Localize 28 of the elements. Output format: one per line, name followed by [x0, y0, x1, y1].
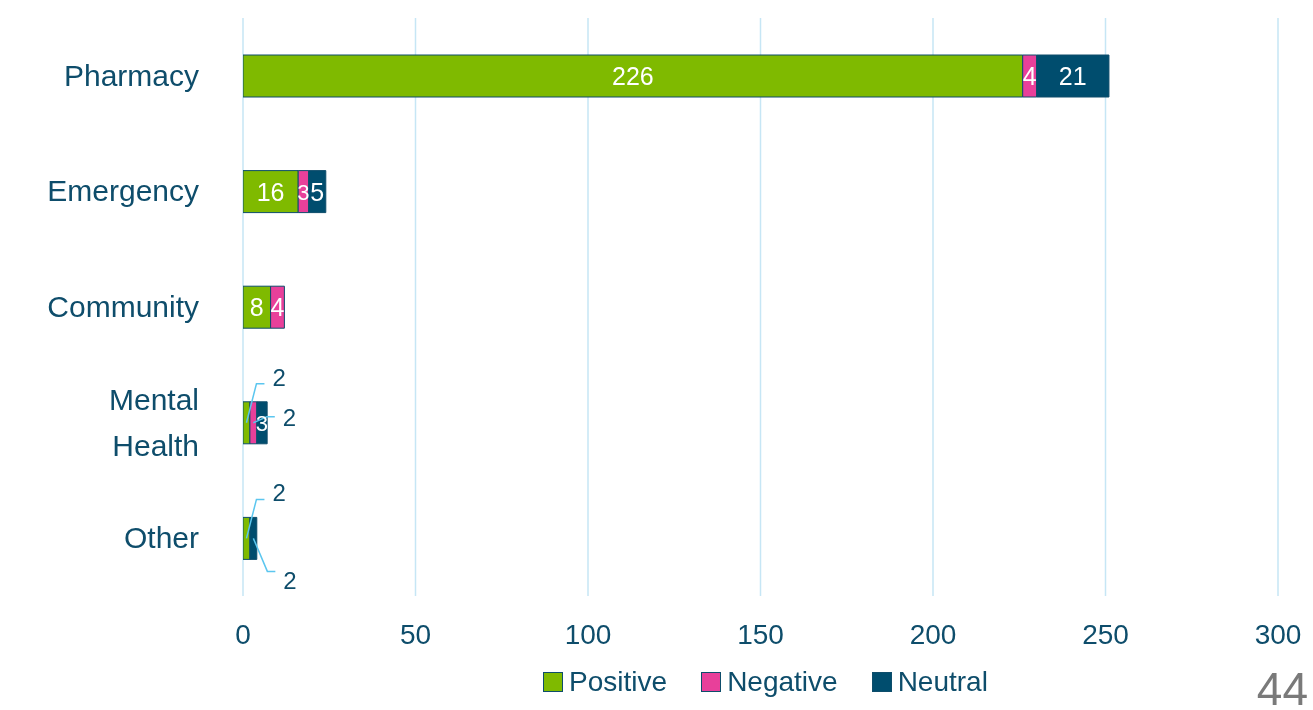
legend-label: Negative	[726, 666, 838, 698]
x-tick-label: 50	[399, 618, 432, 650]
data-label: 5	[310, 177, 325, 206]
x-tick-label: 150	[737, 618, 784, 650]
data-label: 2	[283, 567, 297, 595]
data-label: 4	[270, 293, 285, 322]
data-label: 16	[256, 177, 285, 206]
y-tick-label: Pharmacy	[63, 58, 199, 92]
data-label: 8	[249, 293, 264, 322]
x-tick-label: 100	[564, 618, 612, 650]
data-label: 2	[272, 479, 286, 507]
y-tick-label: Emergency	[47, 174, 199, 208]
data-label: 21	[1058, 62, 1087, 90]
y-tick-label: Other	[123, 521, 200, 555]
y-tick-label: Mental Health	[108, 382, 199, 462]
data-label: 3	[255, 410, 269, 436]
x-tick-label: 300	[1254, 618, 1302, 650]
y-tick-label: Community	[47, 290, 199, 323]
legend-label: Positive	[568, 666, 668, 698]
data-label: 226	[611, 62, 654, 90]
data-label: 4	[1022, 62, 1037, 90]
x-tick-label: 250	[1082, 618, 1129, 650]
data-label: 2	[282, 403, 297, 431]
legend-label: Neutral	[896, 666, 988, 698]
text: 44	[1256, 662, 1308, 710]
x-tick-label: 200	[909, 618, 957, 650]
data-label: 2	[272, 363, 286, 391]
x-tick-label: 0	[235, 618, 251, 650]
